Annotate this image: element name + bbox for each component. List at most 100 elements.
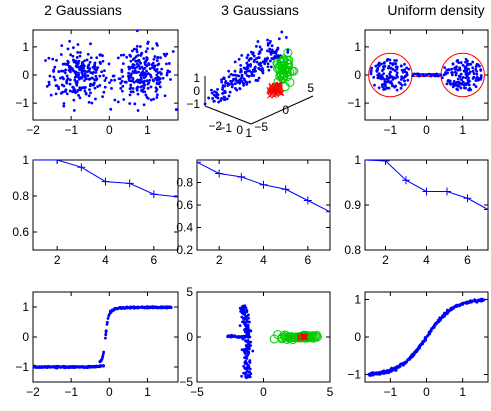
data-point bbox=[78, 86, 82, 90]
data-point bbox=[268, 50, 272, 54]
x-tick-label: 4 bbox=[423, 253, 430, 267]
data-point bbox=[464, 72, 468, 76]
data-point bbox=[260, 69, 264, 73]
data-point bbox=[74, 59, 78, 63]
data-point bbox=[127, 65, 131, 69]
data-point bbox=[258, 45, 262, 49]
x-tick-label: −2 bbox=[26, 385, 40, 399]
data-point bbox=[135, 50, 139, 54]
data-point bbox=[167, 305, 171, 309]
data-point bbox=[394, 62, 397, 65]
data-point bbox=[61, 90, 64, 94]
data-point bbox=[422, 339, 426, 343]
data-point bbox=[135, 71, 138, 75]
data-point bbox=[116, 307, 120, 310]
data-point bbox=[461, 80, 465, 84]
data-point-circle bbox=[282, 334, 292, 344]
data-point bbox=[441, 316, 444, 319]
data-point bbox=[392, 367, 396, 371]
data-point bbox=[139, 78, 143, 82]
data-point-x bbox=[272, 87, 279, 94]
data-point bbox=[145, 95, 149, 99]
data-point bbox=[245, 56, 249, 60]
data-point bbox=[394, 65, 398, 69]
data-point bbox=[450, 73, 454, 77]
data-point bbox=[67, 68, 71, 72]
data-point bbox=[247, 59, 251, 62]
marker-plus bbox=[484, 205, 488, 214]
data-point bbox=[455, 65, 458, 69]
data-point bbox=[152, 57, 156, 61]
data-point bbox=[246, 53, 250, 57]
data-point bbox=[91, 83, 95, 87]
data-point bbox=[152, 97, 156, 101]
data-point bbox=[382, 67, 386, 71]
data-point bbox=[372, 75, 376, 79]
data-point bbox=[102, 350, 106, 354]
data-point bbox=[120, 79, 124, 83]
data-point bbox=[233, 334, 237, 338]
data-point bbox=[400, 83, 404, 87]
data-point bbox=[456, 88, 460, 92]
data-point bbox=[471, 66, 475, 70]
data-point bbox=[44, 365, 47, 369]
data-point bbox=[144, 50, 148, 53]
data-point bbox=[238, 79, 241, 83]
data-point bbox=[405, 66, 409, 70]
data-point bbox=[85, 58, 89, 62]
data-point bbox=[427, 72, 431, 76]
data-point bbox=[241, 305, 244, 308]
x-tick-label: 6 bbox=[150, 253, 157, 267]
data-point bbox=[242, 317, 246, 321]
data-point bbox=[367, 372, 371, 376]
data-point bbox=[103, 79, 107, 82]
data-point bbox=[453, 70, 457, 74]
data-point bbox=[402, 79, 406, 83]
data-point bbox=[248, 80, 252, 84]
data-point bbox=[146, 86, 150, 90]
data-point bbox=[243, 335, 247, 338]
data-point bbox=[246, 323, 250, 327]
marker-plus bbox=[422, 187, 431, 196]
data-point bbox=[128, 102, 132, 105]
data-point bbox=[120, 68, 124, 72]
data-point bbox=[275, 48, 279, 52]
data-point bbox=[452, 80, 456, 83]
data-point bbox=[131, 49, 134, 53]
data-point bbox=[81, 74, 85, 78]
data-point bbox=[394, 84, 397, 88]
marker-plus bbox=[77, 163, 86, 172]
data-point bbox=[240, 310, 244, 314]
data-point bbox=[415, 348, 419, 352]
data-point bbox=[72, 58, 75, 62]
data-point bbox=[245, 340, 248, 343]
data-point bbox=[137, 58, 141, 62]
data-point bbox=[475, 72, 479, 76]
data-point bbox=[64, 68, 67, 72]
data-point bbox=[54, 92, 58, 96]
data-point bbox=[133, 102, 137, 106]
data-point bbox=[142, 76, 146, 80]
data-point bbox=[255, 44, 258, 48]
data-point bbox=[245, 365, 249, 369]
data-point bbox=[236, 80, 239, 84]
data-point bbox=[156, 44, 159, 47]
data-point bbox=[62, 102, 66, 105]
data-point bbox=[77, 73, 81, 77]
y-tick-label: 0.6 bbox=[12, 225, 29, 239]
data-point bbox=[93, 78, 96, 82]
data-point bbox=[239, 70, 242, 74]
data-point bbox=[395, 88, 399, 92]
data-point bbox=[395, 71, 399, 75]
marker-plus bbox=[215, 169, 224, 178]
data-point bbox=[108, 312, 111, 316]
marker-plus bbox=[174, 192, 178, 201]
data-point bbox=[151, 47, 155, 51]
data-point bbox=[210, 88, 213, 92]
data-point bbox=[165, 71, 169, 75]
data-point bbox=[222, 77, 225, 80]
data-point bbox=[248, 347, 251, 351]
data-point bbox=[141, 305, 145, 309]
data-point bbox=[140, 65, 144, 69]
